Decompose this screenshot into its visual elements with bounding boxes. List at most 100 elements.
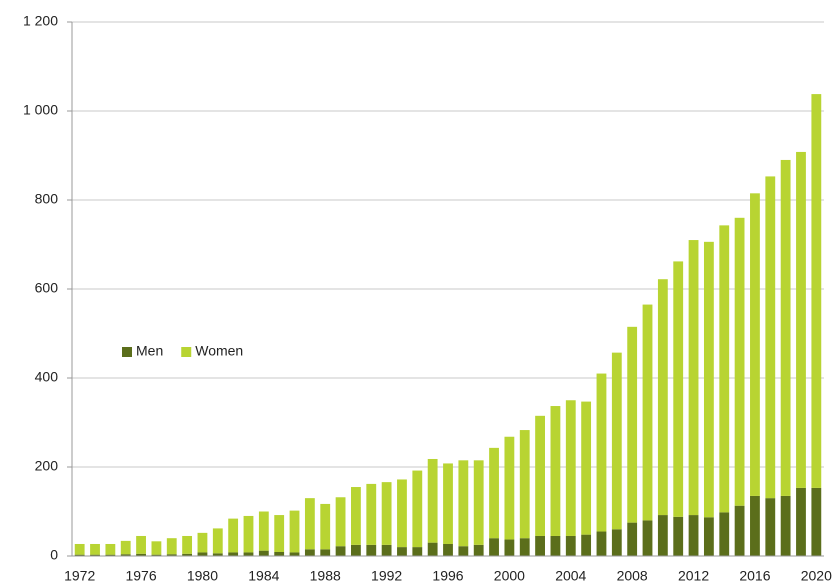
bar-segment bbox=[351, 487, 361, 545]
bar-segment bbox=[673, 261, 684, 517]
bar-segment bbox=[688, 515, 699, 556]
x-tick-label: 1984 bbox=[248, 568, 279, 584]
bar-segment bbox=[120, 554, 131, 556]
bar-segment bbox=[90, 554, 100, 556]
bar-segment bbox=[596, 531, 607, 556]
bar-segment bbox=[74, 554, 85, 556]
bar-segment bbox=[473, 544, 484, 556]
bar-segment bbox=[351, 544, 361, 556]
bar-segment bbox=[197, 552, 208, 556]
bar-segment bbox=[289, 510, 300, 553]
y-tick-label: 200 bbox=[35, 458, 59, 474]
x-tick-label: 2004 bbox=[555, 568, 586, 584]
bar-segment bbox=[228, 518, 239, 553]
bar-segment bbox=[136, 553, 146, 556]
bar-segment bbox=[120, 540, 131, 555]
bar-segment bbox=[796, 151, 806, 488]
bar-segment bbox=[105, 554, 116, 556]
bar-segment bbox=[443, 543, 453, 556]
bar-segment bbox=[535, 535, 545, 556]
x-tick-label: 1996 bbox=[432, 568, 463, 584]
x-tick-label: 1976 bbox=[125, 568, 156, 584]
bar-segment bbox=[796, 487, 806, 556]
bar-segment bbox=[688, 240, 699, 516]
bar-segment bbox=[780, 495, 791, 556]
bar-segment bbox=[734, 217, 745, 506]
bar-segment bbox=[489, 538, 499, 556]
bar-segment bbox=[642, 520, 653, 556]
bar-segment bbox=[703, 517, 714, 556]
bar-segment bbox=[136, 535, 146, 554]
x-tick-label: 1980 bbox=[187, 568, 218, 584]
bar-segment bbox=[212, 553, 223, 556]
bar-segment bbox=[458, 460, 469, 547]
bar-segment bbox=[565, 535, 576, 556]
bar-segment bbox=[642, 304, 653, 521]
legend-swatch bbox=[122, 347, 132, 357]
x-tick-label: 2012 bbox=[678, 568, 709, 584]
y-tick-label: 800 bbox=[35, 191, 59, 207]
x-tick-label: 2016 bbox=[739, 568, 770, 584]
x-tick-label: 1988 bbox=[310, 568, 341, 584]
bar-segment bbox=[243, 515, 254, 553]
bar-segment bbox=[90, 543, 100, 555]
bar-segment bbox=[611, 529, 622, 556]
bar-segment bbox=[182, 553, 193, 556]
x-tick-label: 1972 bbox=[64, 568, 95, 584]
y-tick-label: 0 bbox=[50, 547, 58, 563]
bar-segment bbox=[443, 463, 453, 544]
bar-segment bbox=[274, 551, 285, 556]
bar-segment bbox=[197, 532, 208, 553]
bar-segment bbox=[750, 193, 760, 496]
y-tick-label: 600 bbox=[35, 280, 59, 296]
bar-segment bbox=[335, 497, 346, 547]
bar-segment bbox=[765, 498, 776, 556]
bar-segment bbox=[627, 522, 638, 556]
x-tick-label: 2020 bbox=[801, 568, 832, 584]
y-tick-label: 1 200 bbox=[23, 13, 58, 29]
bar-segment bbox=[673, 516, 684, 556]
bar-segment bbox=[611, 352, 622, 530]
bar-segment bbox=[458, 546, 469, 556]
bar-segment bbox=[381, 482, 392, 545]
bar-segment bbox=[397, 547, 407, 556]
legend-label: Men bbox=[136, 343, 163, 359]
bar-segment bbox=[243, 552, 254, 556]
bar-segment bbox=[335, 546, 346, 556]
bar-segment bbox=[212, 528, 223, 554]
bar-segment bbox=[550, 406, 561, 536]
bar-segment bbox=[473, 460, 484, 545]
bar-segment bbox=[734, 505, 745, 556]
legend-label: Women bbox=[195, 343, 243, 359]
bar-segment bbox=[166, 538, 177, 555]
bar-segment bbox=[550, 535, 561, 556]
bar-segment bbox=[719, 512, 730, 556]
bar-segment bbox=[366, 544, 377, 556]
bar-segment bbox=[535, 415, 545, 536]
y-tick-label: 1 000 bbox=[23, 102, 58, 118]
bar-segment bbox=[504, 436, 515, 540]
bar-segment bbox=[74, 543, 85, 555]
y-tick-label: 400 bbox=[35, 369, 59, 385]
bar-segment bbox=[151, 554, 162, 556]
bar-segment bbox=[182, 535, 193, 554]
x-tick-label: 2000 bbox=[494, 568, 525, 584]
bar-segment bbox=[703, 241, 714, 518]
bar-segment bbox=[504, 539, 515, 556]
bar-segment bbox=[412, 547, 423, 556]
bar-segment bbox=[366, 483, 377, 545]
x-tick-label: 1992 bbox=[371, 568, 402, 584]
bar-segment bbox=[811, 487, 822, 556]
bar-segment bbox=[412, 470, 423, 548]
bar-segment bbox=[627, 326, 638, 523]
bar-segment bbox=[596, 373, 607, 532]
bar-segment bbox=[765, 176, 776, 499]
bar-segment bbox=[581, 534, 592, 556]
bar-segment bbox=[304, 498, 315, 550]
x-tick-label: 2008 bbox=[617, 568, 648, 584]
bar-segment bbox=[565, 400, 576, 536]
bar-segment bbox=[304, 549, 315, 556]
bar-segment bbox=[228, 552, 239, 556]
